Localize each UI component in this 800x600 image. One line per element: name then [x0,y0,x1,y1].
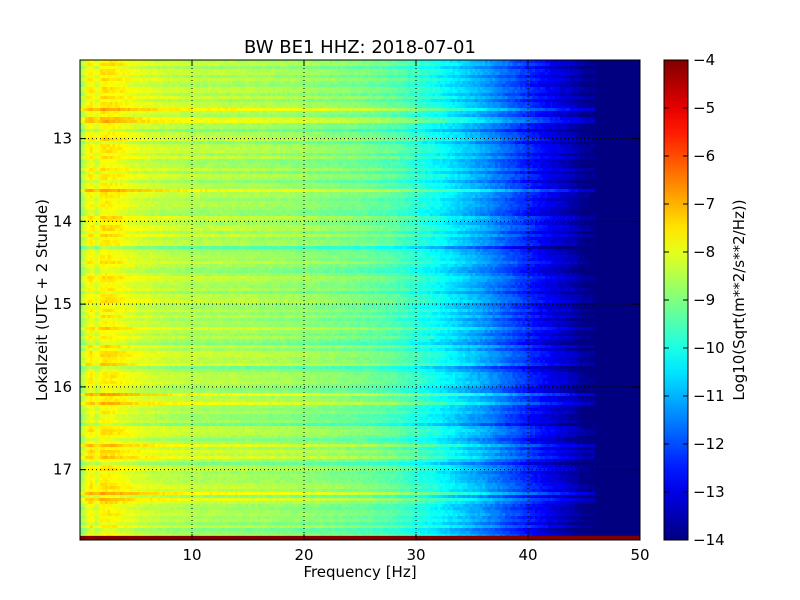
plot-area [80,60,641,541]
heatmap-cells [80,60,641,541]
spectrogram-chart: BW BE1 HHZ: 2018-07-01 10 20 30 40 50 131415… [0,0,800,600]
chart-title: BW BE1 HHZ: 2018-07-01 [244,37,476,58]
spectrogram-figure: BW BE1 HHZ: 2018-07-01 10 20 30 40 50 13 14 15… [0,0,800,600]
